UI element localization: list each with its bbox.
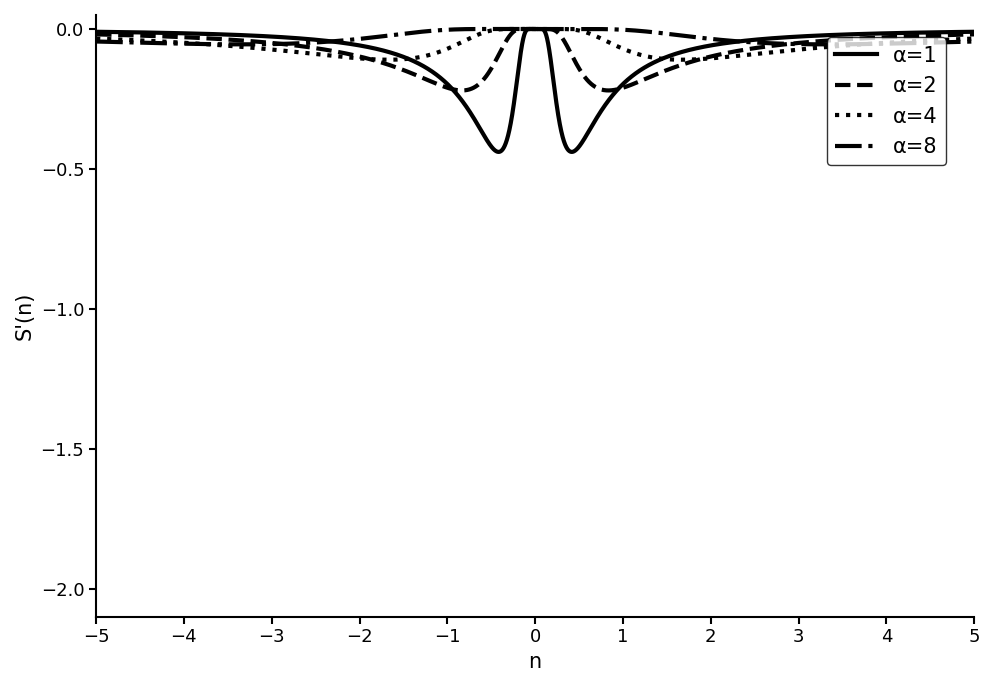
α=4 [309, 50, 321, 58]
α=8 [719, 36, 731, 45]
α=8 [237, 41, 248, 49]
α=1 [967, 27, 979, 36]
α=4 [528, 25, 540, 33]
α=4 [505, 25, 517, 33]
α=1 [90, 27, 102, 36]
α=2 [455, 87, 467, 95]
α=2 [309, 44, 321, 52]
α=2 [90, 30, 102, 38]
Line: α=4: α=4 [96, 29, 973, 60]
α=2 [505, 30, 517, 38]
Y-axis label: S'(n): S'(n) [15, 292, 35, 340]
α=2 [528, 25, 540, 33]
α=4 [911, 37, 922, 45]
α=1 [653, 56, 665, 64]
α=1 [719, 39, 731, 47]
α=4 [675, 56, 687, 64]
Line: α=2: α=2 [96, 29, 973, 91]
α=8 [967, 37, 979, 45]
α=8 [309, 38, 321, 47]
α=1 [309, 36, 321, 44]
α=8 [620, 26, 632, 34]
α=2 [911, 32, 922, 40]
α=8 [90, 37, 102, 45]
α=2 [653, 69, 665, 77]
α=8 [911, 39, 922, 47]
α=1 [492, 148, 504, 156]
α=1 [529, 25, 541, 33]
X-axis label: n: n [528, 652, 541, 672]
α=8 [505, 25, 517, 33]
α=4 [90, 34, 102, 43]
α=1 [505, 115, 517, 123]
α=1 [620, 76, 632, 85]
α=8 [653, 29, 665, 37]
Line: α=1: α=1 [96, 29, 973, 152]
α=4 [620, 46, 632, 54]
α=2 [719, 49, 731, 58]
α=2 [620, 82, 632, 91]
Legend: α=1, α=2, α=4, α=8: α=1, α=2, α=4, α=8 [826, 38, 945, 166]
α=4 [719, 53, 731, 61]
α=8 [527, 25, 539, 33]
α=4 [967, 34, 979, 43]
α=2 [967, 30, 979, 38]
α=4 [653, 54, 665, 63]
α=1 [911, 29, 922, 37]
Line: α=8: α=8 [96, 29, 973, 45]
